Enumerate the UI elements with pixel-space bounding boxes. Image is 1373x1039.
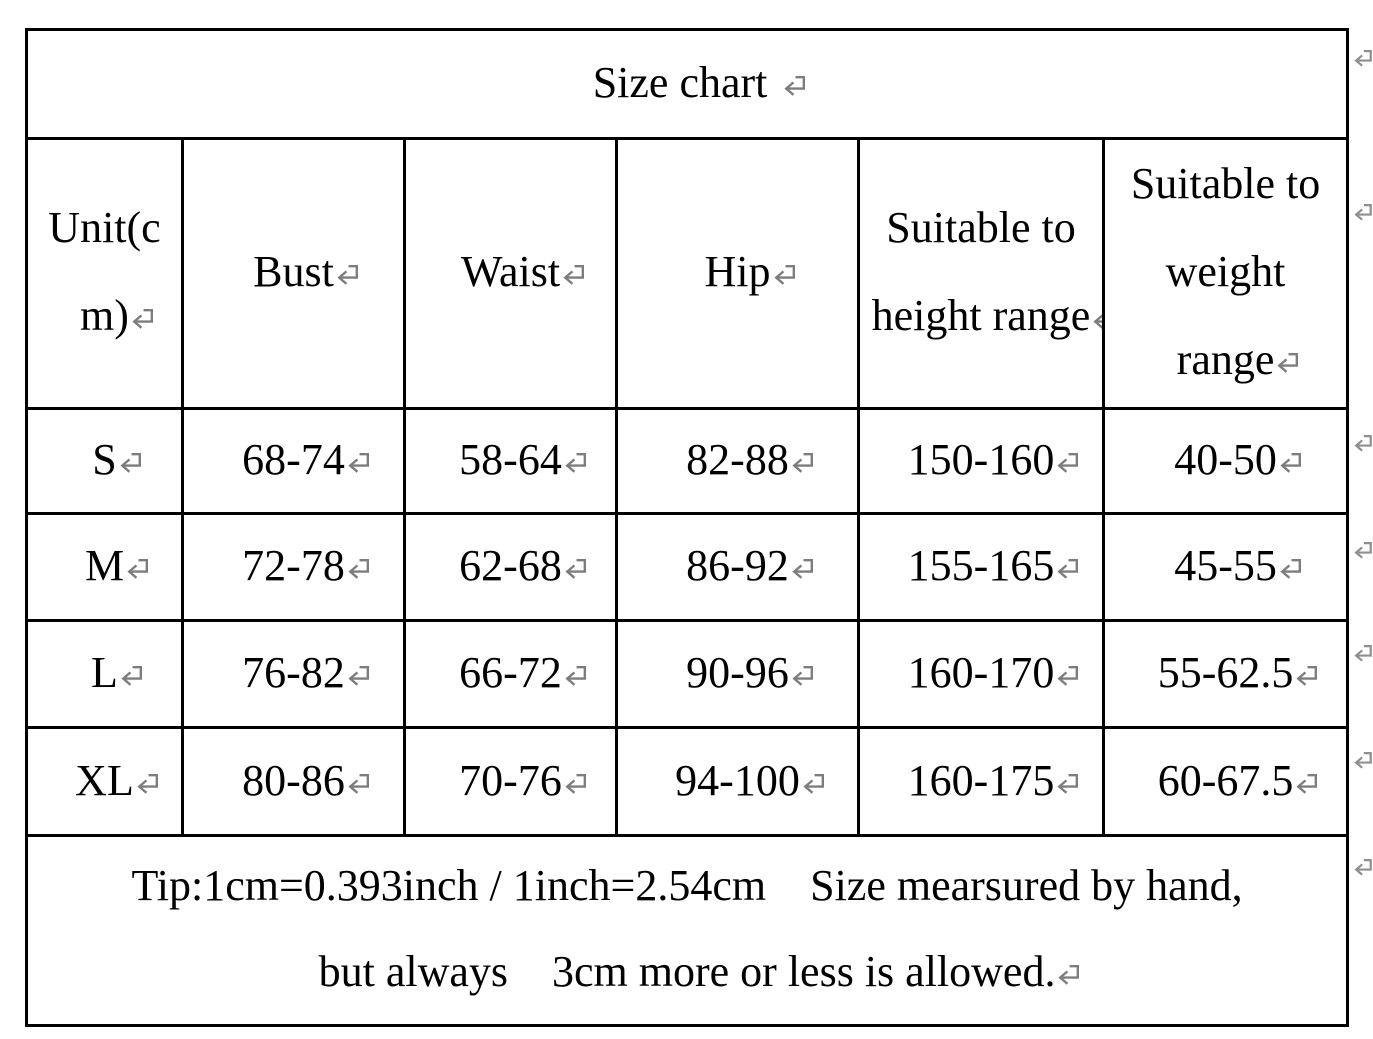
cell-hip: 94-100 <box>615 726 860 837</box>
table-row-s: S 68-74 58-64 82-88 150-160 40-50 <box>25 407 1350 515</box>
cell-height-range: 160-170 <box>857 619 1105 729</box>
cell-size: S <box>25 407 184 515</box>
header-cell-bust: Bust <box>181 137 406 410</box>
table-row-l: L 76-82 66-72 90-96 160-170 55-62.5 <box>25 619 1350 729</box>
header-line: Unit(c <box>48 203 161 252</box>
header-cell-hip: Hip <box>615 137 860 410</box>
cell-waist: 70-76 <box>403 726 618 837</box>
header-line: m) <box>80 291 129 340</box>
row-end-mark-icon <box>1351 641 1373 665</box>
row-end-mark-icon <box>1351 855 1373 879</box>
cell-weight-range: 45-55 <box>1101 512 1350 622</box>
cell-height-range: 155-165 <box>857 512 1105 622</box>
cell-waist: 58-64 <box>403 407 618 515</box>
header-cell-waist: Waist <box>403 137 618 410</box>
row-end-mark-icon <box>1351 46 1373 70</box>
row-end-mark-icon <box>1351 748 1373 772</box>
cell-hip: 90-96 <box>615 619 860 729</box>
header-line: Suitable to <box>1130 159 1321 208</box>
tip-row: Tip:1cm=0.393inch / 1inch=2.54cm Size me… <box>24 834 1350 1027</box>
cell-bust: 80-86 <box>181 726 406 837</box>
cell-size: L <box>25 619 184 729</box>
page-title: Size chart <box>592 58 768 107</box>
cell-height-range: 150-160 <box>857 407 1105 515</box>
table-row-m: M 72-78 62-68 86-92 155-165 45-55 <box>25 512 1350 622</box>
cell-height-range: 160-175 <box>857 726 1105 837</box>
tip-cell: Tip:1cm=0.393inch / 1inch=2.54cm Size me… <box>24 834 1350 1027</box>
header-row: Unit(c m) Bust Waist Hip Suitable to hei… <box>25 137 1350 410</box>
table-row-xl: XL 80-86 70-76 94-100 160-175 60-67.5 <box>25 726 1350 837</box>
cell-weight-range: 40-50 <box>1101 407 1350 515</box>
header-line: range <box>1176 335 1275 384</box>
row-end-mark-icon <box>1351 538 1373 562</box>
size-chart-table: Size chart Unit(c m) Bust Waist Hip Suit… <box>24 28 1350 1027</box>
cell-weight-range: 60-67.5 <box>1101 726 1350 837</box>
cell-size: M <box>25 512 184 622</box>
cell-weight-range: 55-62.5 <box>1101 619 1350 729</box>
cell-hip: 82-88 <box>615 407 860 515</box>
cell-hip: 86-92 <box>615 512 860 622</box>
header-line: Bust <box>253 247 334 296</box>
header-line: weight <box>1165 247 1286 296</box>
header-cell-unit: Unit(c m) <box>25 137 184 410</box>
header-line: Waist <box>460 247 561 296</box>
tip-line-2: but always 3cm more or less is allowed. <box>318 947 1056 996</box>
header-line: height range <box>871 291 1091 340</box>
header-line: Hip <box>704 247 771 296</box>
cell-waist: 66-72 <box>403 619 618 729</box>
header-cell-height-range: Suitable to height range <box>857 137 1105 410</box>
header-line: Suitable to <box>886 203 1076 252</box>
row-end-mark-icon <box>1351 200 1373 224</box>
title-row: Size chart <box>24 28 1350 140</box>
cell-bust: 68-74 <box>181 407 406 515</box>
header-cell-weight-range: Suitable to weight range <box>1101 137 1350 410</box>
tip-line-1: Tip:1cm=0.393inch / 1inch=2.54cm Size me… <box>131 861 1243 910</box>
cell-size: XL <box>25 726 184 837</box>
cell-bust: 72-78 <box>181 512 406 622</box>
row-end-mark-icon <box>1351 431 1373 455</box>
cell-waist: 62-68 <box>403 512 618 622</box>
cell-bust: 76-82 <box>181 619 406 729</box>
table-title-cell: Size chart <box>24 28 1350 140</box>
